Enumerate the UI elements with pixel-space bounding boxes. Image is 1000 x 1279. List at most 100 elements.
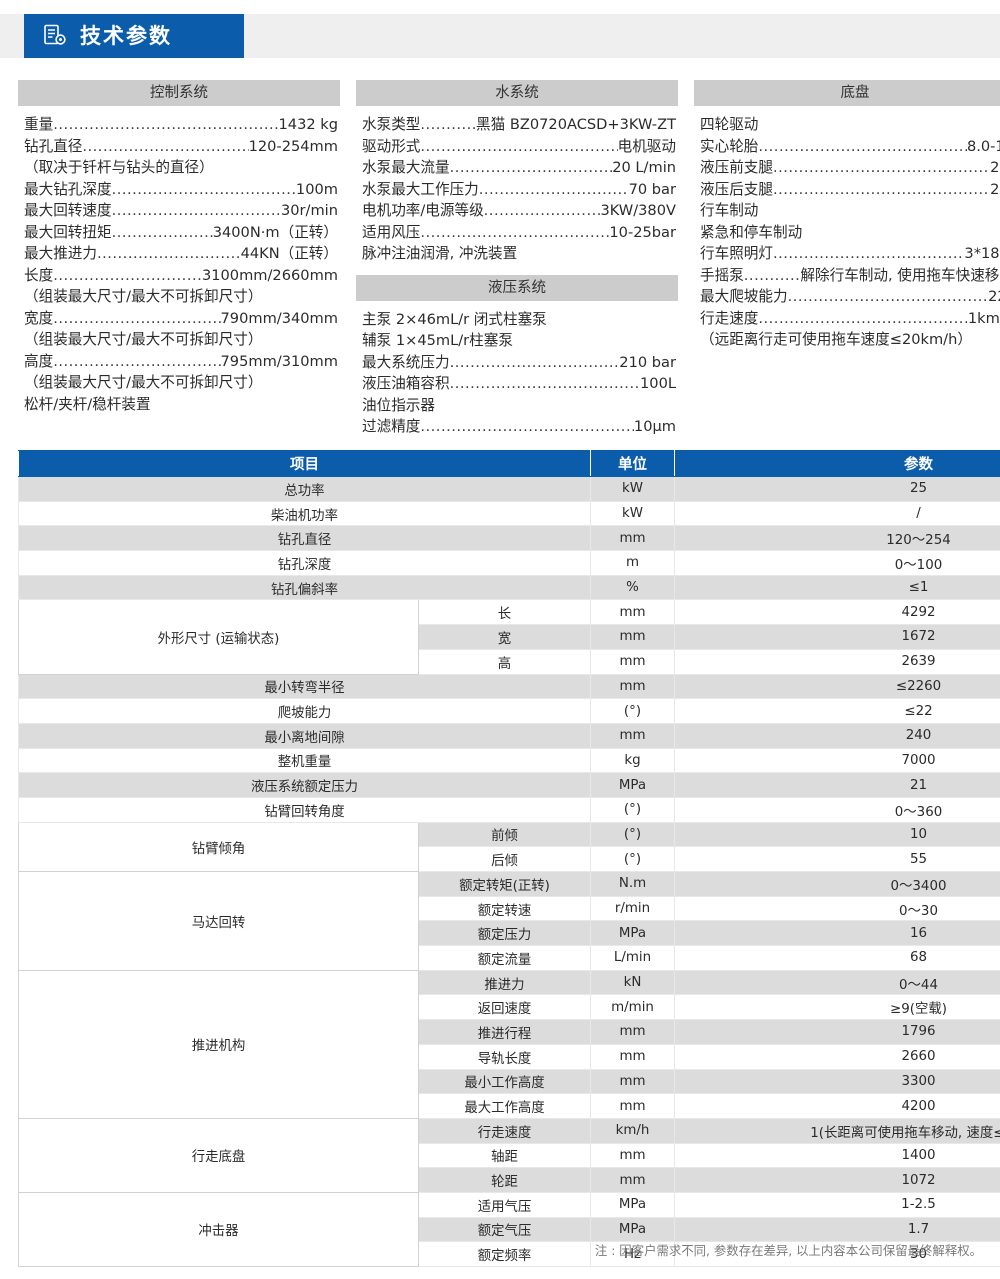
spec-note: （远距离行走可使用拖车速度≤20km/h） <box>700 331 972 348</box>
spec-label: 钻孔直径 <box>24 137 83 155</box>
row-param-value: ≥9(空载) <box>674 994 1000 1021</box>
spec-leader-dots: ........................................… <box>483 202 601 219</box>
row-sub-label: 导轨长度 <box>418 1043 591 1070</box>
spec-label: 水泵最大工作压力 <box>362 180 479 198</box>
spec-label: 最大系统压力 <box>362 353 450 371</box>
row-sub-label: 额定频率 <box>418 1241 591 1267</box>
row-unit: Hz <box>590 1241 675 1267</box>
row-param-value: 1-2.5 <box>674 1191 1000 1218</box>
spec-leader-dots: ........................................… <box>53 116 279 133</box>
spec-column-0: 控制系统 重量..................................… <box>18 80 340 438</box>
header-unit: 单位 <box>590 450 675 477</box>
spec-row: 液压油箱容积..................................… <box>362 373 676 395</box>
row-unit: kg <box>590 747 675 774</box>
spec-label: 最大回转速度 <box>24 202 112 219</box>
table-row: 总功率 kW 25 <box>18 476 1000 502</box>
row-item-label: 爬坡能力 <box>18 698 591 724</box>
spec-leader-dots: ........................................… <box>111 180 296 198</box>
spec-leader-dots: ........................................… <box>53 352 221 370</box>
spec-leader-dots: ........................................… <box>111 223 213 241</box>
spec-row: 手摇泵.....................................… <box>700 265 1000 287</box>
spec-label: 水泵最大流量 <box>362 159 450 176</box>
spec-label: 驱动形式 <box>362 137 421 155</box>
spec-value: 100m <box>295 180 338 198</box>
spec-label: 过滤精度 <box>362 418 421 435</box>
row-sub-label: 返回速度 <box>418 994 591 1021</box>
spec-list: 水泵类型....................................… <box>356 106 678 265</box>
row-sub-label: 额定气压 <box>418 1216 591 1243</box>
table-row: 额定气压 MPa 1.7 <box>19 1216 1000 1243</box>
row-unit: mm <box>590 1068 675 1095</box>
row-unit: mm <box>590 1019 675 1045</box>
row-sub-label: 轮距 <box>418 1167 591 1193</box>
spec-note: 松杆/夹杆/稳杆装置 <box>24 395 151 413</box>
spec-value: 电机驱动 <box>617 137 676 155</box>
row-sub-label: 轴距 <box>418 1142 591 1169</box>
spec-label: 宽度 <box>24 309 54 327</box>
spec-subsection-heading: 液压系统 <box>356 274 678 301</box>
table-row: 最小离地间隙 mm 240 <box>18 722 1000 749</box>
spec-leader-dots: ........................................… <box>478 180 629 198</box>
spec-note: 主泵 2×46mL/r 闭式柱塞泵 <box>362 310 547 328</box>
spec-label: 手摇泵 <box>700 266 744 284</box>
table-row: 返回速度 m/min ≥9(空载) <box>19 994 1000 1021</box>
spec-label: 液压后支腿 <box>700 180 773 198</box>
spec-label: 实心轮胎 <box>700 137 759 155</box>
spec-value: 10μm <box>633 418 676 435</box>
row-item-label: 钻孔深度 <box>18 550 591 576</box>
row-group-label: 外形尺寸 (运输状态) <box>18 599 419 675</box>
spec-row: 最大系统压力..................................… <box>362 352 676 374</box>
header-item: 项目 <box>18 450 591 477</box>
table-row: 爬坡能力 (°) ≤22 <box>18 698 1000 724</box>
spec-value: 22° <box>988 288 1000 305</box>
spec-value: 2个 <box>990 159 1000 176</box>
spec-list: 重量......................................… <box>18 106 340 415</box>
row-item-label: 总功率 <box>18 476 591 502</box>
table-row: 钻孔偏斜率% ≤1 <box>18 574 1000 601</box>
row-group-label: 行走底盘 <box>18 1117 419 1193</box>
row-sub-label: 后倾 <box>418 846 591 872</box>
spec-value: 3100mm/2660mm <box>201 266 338 284</box>
row-param-value: 1400 <box>674 1142 1000 1169</box>
spec-leader-dots: ........................................… <box>53 266 202 284</box>
row-unit: kN <box>590 969 675 996</box>
spec-leader-dots: ........................................… <box>82 137 249 155</box>
spec-row: 行走速度....................................… <box>700 308 1000 330</box>
spec-leader-dots: ........................................… <box>449 353 620 371</box>
row-sub-label: 额定转速 <box>418 895 591 922</box>
spec-label: 高度 <box>24 352 54 370</box>
table-row: 整机重量 kg 7000 <box>18 747 1000 774</box>
table-row: 钻臂倾角 前倾 (°) 10 <box>18 821 1000 873</box>
row-param-value: 10 <box>674 821 1000 848</box>
row-param-value: 0～100 <box>674 550 1000 576</box>
row-param-value: 55 <box>674 846 1000 872</box>
spec-columns-area: 控制系统 重量..................................… <box>0 80 1000 438</box>
spec-column-2: 底盘 四轮驱动 实心轮胎..............................… <box>694 80 1000 438</box>
row-item-label: 最小离地间隙 <box>18 722 591 749</box>
row-param-value: / <box>674 500 1000 527</box>
spec-columns: 控制系统 重量..................................… <box>0 80 1000 438</box>
row-group-label: 冲击器 <box>18 1191 419 1268</box>
row-sub-label: 推进行程 <box>418 1019 591 1045</box>
row-unit: mm <box>590 1043 675 1070</box>
spec-row: 钻孔直径....................................… <box>24 136 338 158</box>
spec-label: 水泵类型 <box>362 116 421 133</box>
row-unit: (°) <box>590 821 675 848</box>
row-sub-label: 适用气压 <box>418 1191 591 1218</box>
spec-value: 2个 <box>990 180 1000 198</box>
spec-leader-dots: ........................................… <box>772 180 991 198</box>
spec-value: 10-25bar <box>609 223 676 241</box>
table-row: 冲击器 适用气压 MPa 1-2.5 <box>18 1191 1000 1268</box>
spec-row: 最大钻孔深度..................................… <box>24 179 338 201</box>
row-unit: m/min <box>590 994 675 1021</box>
table-header: 项目 单位 参数 <box>18 450 1000 477</box>
spec-value: 790mm/340mm <box>220 309 339 327</box>
spec-label: 最大回转扭矩 <box>24 223 112 241</box>
row-unit: MPa <box>590 920 675 947</box>
spec-row: 水泵最大工作压力................................… <box>362 179 676 201</box>
row-param-value: 68 <box>674 945 1000 971</box>
page-title: 技术参数 <box>80 23 172 48</box>
row-unit: MPa <box>590 772 675 798</box>
row-unit: MPa <box>590 1216 675 1243</box>
